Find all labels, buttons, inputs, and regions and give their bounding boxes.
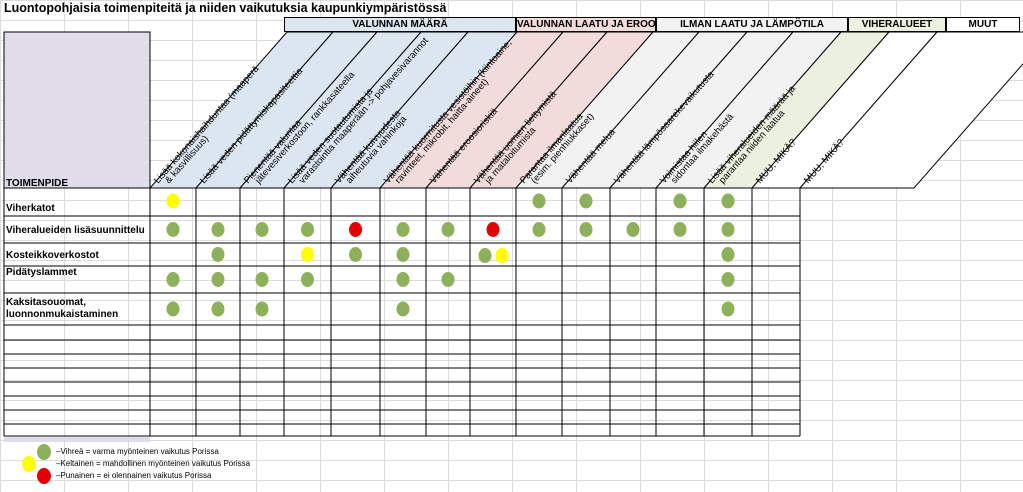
dot-green [211, 301, 225, 317]
legend-text-0: –Vihreä = varma myönteinen vaikutus Pori… [56, 447, 219, 456]
dot-yellow [495, 248, 509, 263]
dot-green [396, 247, 410, 262]
dot-green [211, 222, 225, 237]
dot-green [626, 222, 640, 237]
dot-green [721, 193, 735, 209]
dot-green [673, 222, 687, 237]
dot-green [255, 222, 269, 237]
toimenpide-header: TOIMENPIDE [6, 178, 69, 189]
row-label-2: Kosteikkoverkostot [6, 250, 99, 261]
dot-green [532, 193, 546, 209]
dot-green [579, 222, 593, 237]
dot-green [721, 272, 735, 287]
dot-green [301, 222, 314, 237]
dot-green [255, 272, 269, 287]
dot-green [211, 247, 225, 262]
footer-strip [4, 437, 150, 442]
dot-green [673, 193, 687, 209]
dot-green [532, 222, 546, 237]
page-title: Luontopohjaisia toimenpiteitä ja niiden … [4, 1, 447, 15]
toimenpide-header-cell [3, 31, 151, 189]
dot-red [486, 222, 500, 237]
dot-green [166, 301, 180, 317]
dot-green [441, 272, 455, 287]
row-label-1: Viheralueiden lisäsuunnittelu [6, 225, 145, 236]
dot-green [166, 222, 180, 237]
dot-yellow [166, 193, 180, 209]
dot-green [396, 301, 410, 317]
dot-green [166, 272, 180, 287]
dot-green [579, 193, 593, 209]
dot-green [396, 222, 410, 237]
dot-green [255, 301, 269, 317]
dot-green [396, 272, 410, 287]
row-label-0: Viherkatot [6, 203, 55, 214]
dot-green [301, 272, 314, 287]
legend-dot-0 [37, 444, 51, 460]
row-label-4: Kaksitasouomat, luonnonmukaistaminen [6, 297, 119, 320]
dot-green [441, 222, 455, 237]
dot-green [721, 222, 735, 237]
dot-red [349, 222, 362, 237]
legend-dot-1 [22, 456, 36, 472]
row-label-3: Pidätyslammet [6, 267, 77, 278]
legend-text-2: –Punainen = ei olennainen vaikutus Poris… [56, 471, 212, 480]
legend-dot-2 [37, 468, 51, 484]
dot-green [721, 247, 735, 262]
dot-yellow [301, 247, 314, 262]
dot-green [478, 248, 492, 263]
legend-text-1: –Keltainen = mahdollinen myönteinen vaik… [56, 459, 251, 468]
dot-green [349, 247, 362, 262]
dot-green [721, 301, 735, 317]
dot-green [211, 272, 225, 287]
